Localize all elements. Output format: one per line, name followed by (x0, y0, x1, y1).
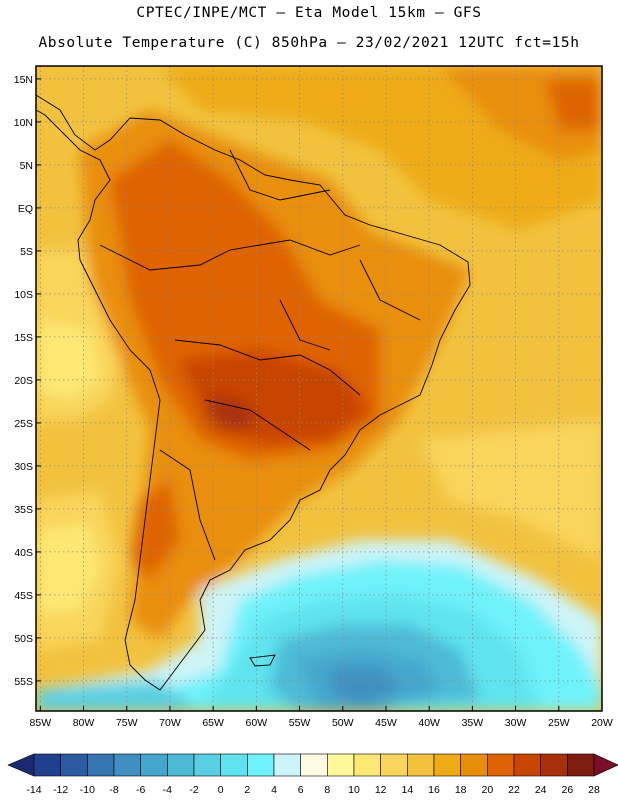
legend-label: -10 (80, 784, 95, 796)
legend-swatch (140, 753, 168, 777)
lat-label: 45S (14, 590, 33, 602)
legend-swatch (540, 753, 568, 777)
legend-swatch (433, 753, 461, 777)
lat-label: 15N (14, 74, 33, 86)
lat-label: 40S (14, 547, 33, 559)
legend-label: -12 (53, 784, 68, 796)
legend-swatch (353, 753, 381, 777)
lon-label: 25W (548, 717, 570, 729)
legend-label: 0 (218, 784, 224, 796)
lon-label: 60W (246, 717, 268, 729)
lat-label: 50S (14, 633, 33, 645)
color-legend: -14 -12 -10 -8 -6 -4 -2 0 2 4 6 8 10 12 14 16 18 20 22 24 26… (7, 753, 618, 796)
legend-label: 16 (428, 784, 440, 796)
legend-label: 14 (401, 784, 413, 796)
map-frame (35, 65, 603, 712)
legend-label: 2 (244, 784, 250, 796)
lon-label: 20W (591, 717, 613, 729)
lat-label: 15S (14, 332, 33, 344)
legend-swatch (513, 753, 541, 777)
lon-label: 55W (289, 717, 311, 729)
legend-label: 26 (561, 784, 573, 796)
legend-label: -6 (136, 784, 145, 796)
longitude-labels: 85W 80W 75W 70W 65W 60W 55W 50W 45W 40W 35W 30W 25W 2… (30, 706, 613, 729)
legend-swatch (273, 753, 301, 777)
legend-label: 8 (324, 784, 330, 796)
lat-label: 55S (14, 676, 33, 688)
legend-arrow-high (593, 753, 618, 777)
legend-swatch (33, 753, 61, 777)
lon-label: 80W (73, 717, 95, 729)
legend-label: 18 (455, 784, 467, 796)
lat-label: 10N (14, 117, 33, 129)
legend-label: -14 (26, 784, 41, 796)
legend-swatch (167, 753, 195, 777)
latitude-labels: 15N 10N 5N EQ 5S 10S 15S 20S 25S 30S 35S 40S 45S 50S 5… (14, 74, 41, 688)
coastline (36, 94, 471, 691)
map-subtitle: Absolute Temperature (C) 850hPa – 23/02/… (38, 35, 580, 51)
lon-label: 50W (332, 717, 354, 729)
legend-label: 22 (508, 784, 520, 796)
legend-swatch (407, 753, 435, 777)
legend-label: 20 (481, 784, 493, 796)
legend-swatch (487, 753, 515, 777)
legend-swatch (247, 753, 275, 777)
legend-label: -4 (163, 784, 172, 796)
legend-swatch (327, 753, 355, 777)
lon-label: 70W (159, 717, 181, 729)
legend-swatch (460, 753, 488, 777)
lon-label: 45W (375, 717, 397, 729)
temperature-field (36, 66, 602, 711)
lat-label: 30S (14, 461, 33, 473)
legend-label: 28 (588, 784, 600, 796)
lon-label: 35W (462, 717, 484, 729)
lon-label: 30W (505, 717, 527, 729)
lat-label: 25S (14, 418, 33, 430)
map-title: CPTEC/INPE/MCT – Eta Model 15km – GFS (136, 5, 482, 21)
legend-label: 10 (348, 784, 360, 796)
lon-label: 85W (30, 717, 52, 729)
lat-label: 20S (14, 375, 33, 387)
legend-swatch (380, 753, 408, 777)
lon-label: 75W (116, 717, 138, 729)
legend-label: 12 (375, 784, 387, 796)
legend-label: -2 (189, 784, 198, 796)
legend-label: 24 (535, 784, 547, 796)
legend-arrow-low (7, 753, 35, 777)
legend-swatch (193, 753, 221, 777)
legend-swatch (113, 753, 141, 777)
lat-label: 35S (14, 504, 33, 516)
lat-label: 10S (14, 289, 33, 301)
legend-label: 4 (271, 784, 277, 796)
lat-label: 5S (20, 246, 33, 258)
legend-label: -8 (109, 784, 118, 796)
lon-label: 40W (418, 717, 440, 729)
lat-label: EQ (18, 203, 33, 215)
legend-swatch (220, 753, 248, 777)
legend-swatch (300, 753, 328, 777)
legend-swatch (87, 753, 115, 777)
legend-swatch (567, 753, 595, 777)
lat-label: 5N (20, 160, 33, 172)
lon-label: 65W (202, 717, 224, 729)
legend-label: 6 (298, 784, 304, 796)
legend-swatch (60, 753, 88, 777)
